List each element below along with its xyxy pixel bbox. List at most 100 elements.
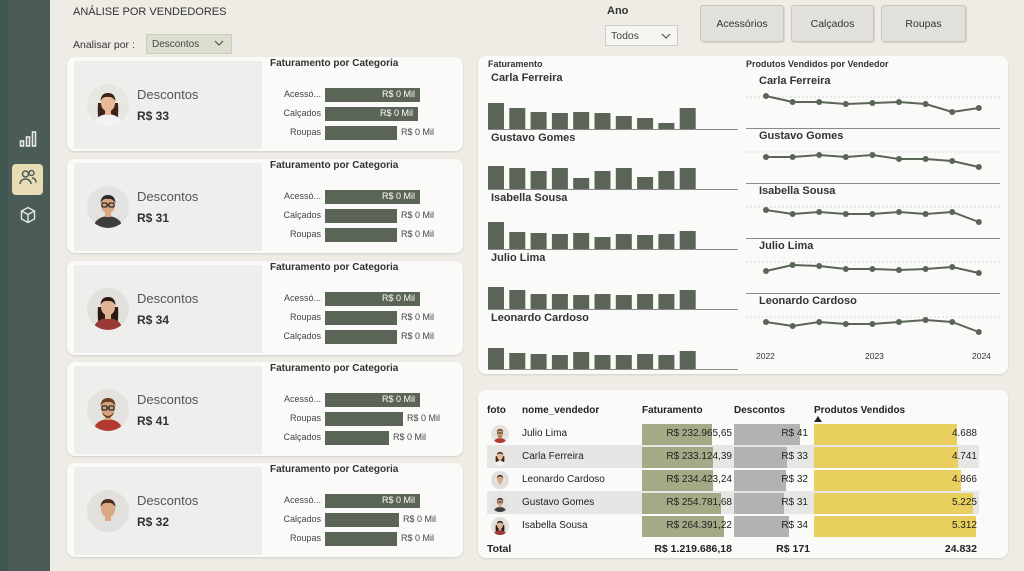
produtos-point[interactable] <box>763 268 769 274</box>
produtos-point[interactable] <box>896 267 902 273</box>
faturamento-bar[interactable] <box>679 108 696 129</box>
category-bar-row[interactable]: Calçados R$ 0 Mil <box>267 513 457 527</box>
category-bar[interactable] <box>325 412 403 426</box>
produtos-point[interactable] <box>816 209 823 215</box>
produtos-point[interactable] <box>789 211 796 217</box>
faturamento-bar[interactable] <box>530 233 547 249</box>
produtos-point[interactable] <box>842 266 849 272</box>
produtos-point[interactable] <box>949 264 956 270</box>
category-bar[interactable] <box>325 190 420 204</box>
category-bar-row[interactable]: Roupas R$ 0 Mil <box>267 311 457 325</box>
faturamento-bar[interactable] <box>679 351 696 369</box>
produtos-point[interactable] <box>896 319 902 325</box>
produtos-point[interactable] <box>922 317 929 323</box>
produtos-point[interactable] <box>896 99 902 105</box>
category-bar[interactable] <box>325 209 397 223</box>
category-bar[interactable] <box>325 228 397 242</box>
faturamento-bar[interactable] <box>594 113 611 129</box>
nav-cube-button[interactable] <box>12 202 43 233</box>
faturamento-bar[interactable] <box>637 294 654 309</box>
produtos-point[interactable] <box>869 211 876 217</box>
faturamento-bar[interactable] <box>637 177 654 189</box>
faturamento-bar[interactable] <box>637 118 654 129</box>
faturamento-bar[interactable] <box>509 232 526 249</box>
produtos-point[interactable] <box>975 164 982 170</box>
faturamento-bar[interactable] <box>615 116 632 129</box>
faturamento-bar[interactable] <box>551 355 568 369</box>
category-bar-row[interactable]: Acessó... R$ 0 Mil <box>267 494 457 508</box>
faturamento-bar[interactable] <box>488 166 504 189</box>
category-bar[interactable] <box>325 393 420 407</box>
category-button-calcados[interactable]: Calçados <box>791 5 874 42</box>
faturamento-bar[interactable] <box>615 355 632 369</box>
ano-dropdown[interactable]: Todos <box>605 25 678 46</box>
produtos-point[interactable] <box>869 266 876 272</box>
produtos-point[interactable] <box>949 319 956 325</box>
faturamento-bar[interactable] <box>658 294 675 309</box>
col-faturamento[interactable]: Faturamento <box>642 404 703 416</box>
col-nome-vendedor[interactable]: nome_vendedor <box>522 404 600 416</box>
faturamento-bar[interactable] <box>573 178 590 189</box>
faturamento-bar[interactable] <box>615 168 632 189</box>
category-bar[interactable] <box>325 532 397 546</box>
faturamento-bar[interactable] <box>551 234 568 249</box>
faturamento-bar[interactable] <box>488 103 504 129</box>
produtos-point[interactable] <box>789 99 796 105</box>
category-bar-row[interactable]: Acessó... R$ 0 Mil <box>267 292 457 306</box>
faturamento-bar[interactable] <box>551 294 568 309</box>
category-button-acessorios[interactable]: Acessórios <box>700 5 784 42</box>
faturamento-bar[interactable] <box>573 112 590 129</box>
faturamento-bar[interactable] <box>658 123 675 129</box>
faturamento-bar[interactable] <box>594 237 611 249</box>
faturamento-bar[interactable] <box>530 112 547 129</box>
category-bar[interactable] <box>325 494 420 508</box>
category-bar[interactable] <box>325 88 420 102</box>
produtos-point[interactable] <box>896 209 902 215</box>
faturamento-bar[interactable] <box>551 113 568 129</box>
produtos-point[interactable] <box>842 154 849 160</box>
produtos-point[interactable] <box>975 270 982 276</box>
category-bar-row[interactable]: Calçados R$ 0 Mil <box>267 107 457 121</box>
produtos-point[interactable] <box>896 156 902 162</box>
category-bar[interactable] <box>325 311 397 325</box>
category-bar[interactable] <box>325 126 397 140</box>
produtos-point[interactable] <box>869 321 876 327</box>
produtos-point[interactable] <box>763 154 769 160</box>
produtos-point[interactable] <box>763 207 769 213</box>
category-bar-row[interactable]: Calçados R$ 0 Mil <box>267 209 457 223</box>
category-bar[interactable] <box>325 431 389 445</box>
category-bar-row[interactable]: Calçados R$ 0 Mil <box>267 330 457 344</box>
produtos-point[interactable] <box>869 100 876 106</box>
faturamento-bar[interactable] <box>530 294 547 309</box>
table-row[interactable]: Gustavo Gomes R$ 254.781,68 R$ 31 5.225 <box>487 491 979 514</box>
produtos-point[interactable] <box>842 321 849 327</box>
faturamento-bar[interactable] <box>573 352 590 369</box>
produtos-point[interactable] <box>922 101 929 107</box>
produtos-point[interactable] <box>816 263 823 269</box>
faturamento-bar[interactable] <box>551 168 568 189</box>
faturamento-bar[interactable] <box>615 295 632 309</box>
analisar-por-dropdown[interactable]: Descontos <box>146 34 232 54</box>
category-bar-row[interactable]: Calçados R$ 0 Mil <box>267 431 457 445</box>
faturamento-bar[interactable] <box>594 355 611 369</box>
table-row[interactable]: Leonardo Cardoso R$ 234.423,24 R$ 32 4.8… <box>487 468 979 491</box>
faturamento-bar[interactable] <box>530 354 547 369</box>
col-descontos[interactable]: Descontos <box>734 404 786 416</box>
faturamento-bar[interactable] <box>594 171 611 189</box>
table-row[interactable]: Carla Ferreira R$ 233.124,39 R$ 33 4.741 <box>487 445 979 468</box>
faturamento-bar[interactable] <box>509 108 526 129</box>
category-bar[interactable] <box>325 107 418 121</box>
faturamento-bar[interactable] <box>509 168 526 189</box>
category-bar-row[interactable]: Roupas R$ 0 Mil <box>267 228 457 242</box>
faturamento-bar[interactable] <box>637 235 654 249</box>
produtos-point[interactable] <box>789 262 796 268</box>
produtos-point[interactable] <box>816 99 823 105</box>
faturamento-bar[interactable] <box>488 287 504 309</box>
produtos-point[interactable] <box>816 319 823 325</box>
produtos-point[interactable] <box>975 219 982 225</box>
table-row[interactable]: Julio Lima R$ 232.965,65 R$ 41 4.688 <box>487 422 979 445</box>
table-row[interactable]: Isabella Sousa R$ 264.391,22 R$ 34 5.312 <box>487 514 979 537</box>
col-foto[interactable]: foto <box>487 404 506 416</box>
category-bar[interactable] <box>325 513 399 527</box>
nav-users-button[interactable] <box>12 164 43 195</box>
